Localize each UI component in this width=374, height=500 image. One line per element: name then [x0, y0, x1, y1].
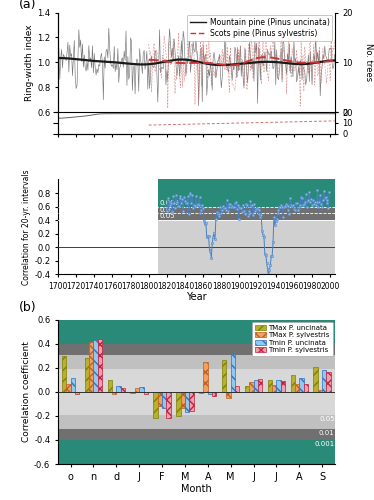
Text: 0.05: 0.05	[160, 214, 175, 220]
Bar	[58, 320, 335, 344]
Bar	[208, 392, 212, 394]
Bar	[276, 380, 281, 392]
Bar	[281, 381, 285, 392]
Y-axis label: Correlation coefficient: Correlation coefficient	[22, 342, 31, 442]
Bar	[75, 392, 79, 394]
Bar	[158, 392, 162, 406]
Bar	[135, 388, 139, 392]
Bar	[89, 342, 94, 392]
Bar	[304, 384, 308, 392]
Bar	[291, 375, 295, 392]
Bar	[121, 388, 125, 392]
Bar	[272, 384, 276, 392]
Bar	[58, 429, 335, 440]
Bar	[226, 392, 231, 398]
Bar	[313, 366, 318, 392]
Bar	[66, 384, 71, 392]
Legend: Mountain pine (Pinus uncinata), Scots pine (Pinus sylvestris): Mountain pine (Pinus uncinata), Scots pi…	[187, 15, 332, 41]
Bar	[153, 392, 158, 418]
Y-axis label: Ring-width index: Ring-width index	[25, 24, 34, 101]
Text: (a): (a)	[19, 0, 37, 10]
Bar	[162, 392, 166, 407]
Bar	[254, 380, 258, 392]
Bar	[112, 392, 116, 394]
Bar	[58, 415, 335, 429]
Bar	[85, 358, 89, 392]
Bar	[131, 392, 135, 393]
Y-axis label: Correlation for 20-yr. intervals: Correlation for 20-yr. intervals	[22, 169, 31, 284]
Bar	[235, 386, 239, 392]
Bar	[299, 378, 304, 392]
X-axis label: Month: Month	[181, 484, 212, 494]
Bar	[58, 220, 335, 274]
Bar	[58, 206, 335, 220]
Bar	[58, 369, 335, 415]
Legend: TMax P. uncinata, TMax P. sylvestris, Tmin P. uncinata, Tmin P. sylvestris: TMax P. uncinata, TMax P. sylvestris, Tm…	[252, 322, 332, 356]
Text: 0.01: 0.01	[319, 430, 335, 436]
Bar	[322, 370, 327, 392]
Text: 0.01: 0.01	[160, 206, 175, 212]
Bar	[212, 392, 217, 396]
Bar	[189, 392, 194, 411]
Bar	[199, 392, 203, 393]
Bar	[166, 392, 171, 418]
Text: 0.001: 0.001	[160, 200, 180, 206]
Bar	[318, 390, 322, 392]
Bar	[181, 392, 185, 407]
Y-axis label: No. trees: No. trees	[364, 43, 373, 82]
Bar	[222, 360, 226, 392]
Bar	[98, 339, 102, 392]
Bar	[71, 378, 75, 392]
Text: 0.001: 0.001	[315, 441, 335, 447]
X-axis label: Year: Year	[186, 292, 207, 302]
Bar	[94, 340, 98, 392]
Bar	[231, 354, 235, 392]
Bar	[108, 380, 112, 392]
Text: 0.05: 0.05	[319, 416, 335, 422]
Bar	[116, 386, 121, 392]
Bar	[58, 180, 335, 206]
Bar	[58, 354, 335, 369]
Bar	[62, 356, 66, 392]
Bar	[295, 384, 299, 392]
Bar	[176, 392, 181, 416]
Bar	[203, 362, 208, 392]
Bar	[327, 372, 331, 392]
Bar	[58, 180, 158, 274]
Bar	[158, 180, 335, 274]
Bar	[185, 392, 189, 412]
Bar	[58, 344, 335, 354]
Bar	[258, 378, 262, 392]
Bar	[58, 180, 158, 274]
Bar	[268, 380, 272, 392]
Bar	[245, 386, 249, 392]
Bar	[249, 382, 254, 392]
Bar	[58, 440, 335, 464]
Text: (b): (b)	[19, 301, 37, 314]
Bar	[144, 392, 148, 394]
Bar	[139, 387, 144, 392]
